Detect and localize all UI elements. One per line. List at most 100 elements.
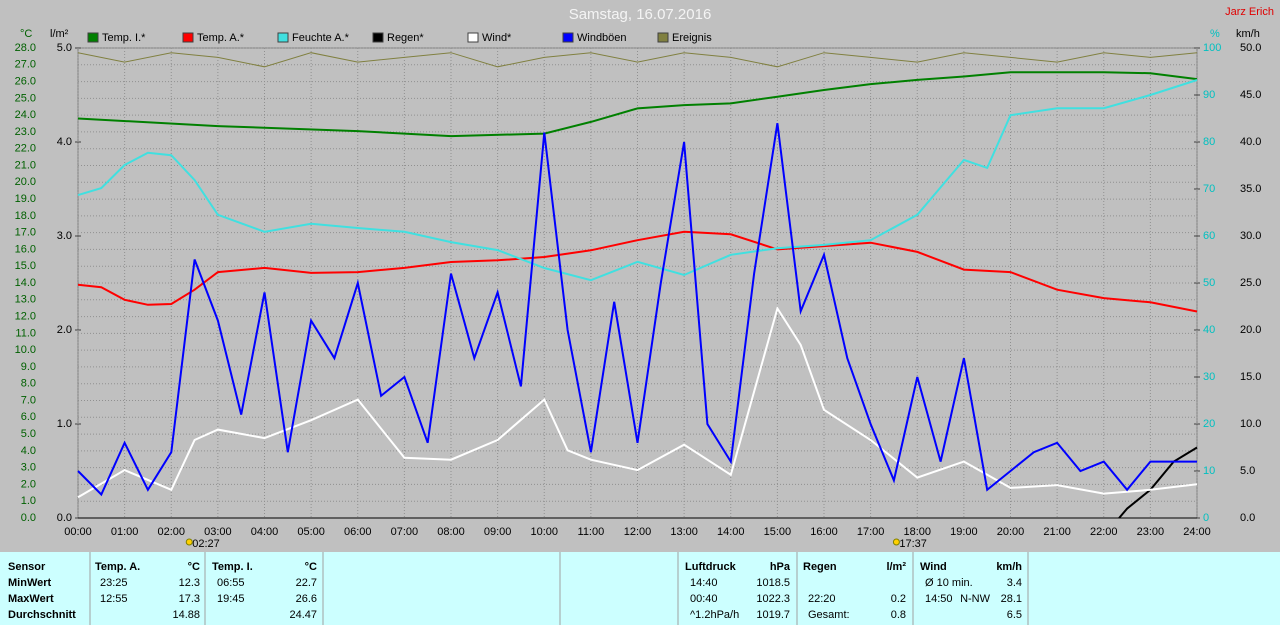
table-row-label: MinWert <box>8 577 52 589</box>
x-tick-label: 22:00 <box>1090 526 1118 538</box>
x-tick-label: 20:00 <box>997 526 1025 538</box>
y4-tick-label: 35.0 <box>1240 183 1261 195</box>
table-unit: km/h <box>996 561 1022 573</box>
y-tick-label: 24.0 <box>15 109 36 121</box>
series-line <box>77 305 1198 499</box>
table-value: 1018.5 <box>756 577 790 589</box>
y3-tick-label: 20 <box>1203 418 1215 430</box>
x-tick-label: 14:00 <box>717 526 745 538</box>
table-unit: °C <box>305 561 317 573</box>
table-time: ^1.2hPa/h <box>690 609 739 621</box>
legend-swatch <box>182 32 194 43</box>
sun-marker-label: 17:37 <box>899 538 927 550</box>
y-tick-label: 13.0 <box>15 294 36 306</box>
legend-label: Temp. I.* <box>102 32 146 44</box>
y3-tick-label: 0 <box>1203 512 1209 524</box>
y2-axis-label: l/m² <box>50 28 69 40</box>
table-header: Temp. I. <box>212 561 253 573</box>
y3-axis-label: % <box>1210 28 1220 40</box>
y4-tick-label: 40.0 <box>1240 136 1261 148</box>
y-tick-label: 27.0 <box>15 59 36 71</box>
y3-tick-label: 40 <box>1203 324 1215 336</box>
y-tick-label: 16.0 <box>15 243 36 255</box>
sun-marker <box>892 538 900 546</box>
y3-tick-label: 90 <box>1203 89 1215 101</box>
y-tick-label: 28.0 <box>15 42 36 54</box>
summary-table <box>0 552 1280 625</box>
table-value: 3.4 <box>1007 577 1022 589</box>
legend-swatch <box>467 32 479 43</box>
x-tick-label: 06:00 <box>344 526 372 538</box>
table-header: Luftdruck <box>685 561 737 573</box>
y-tick-label: 10.0 <box>15 344 36 356</box>
y4-tick-label: 10.0 <box>1240 418 1261 430</box>
y-tick-label: 18.0 <box>15 210 36 222</box>
series-line <box>77 79 1198 282</box>
y3-tick-label: 10 <box>1203 465 1215 477</box>
y-tick-label: 22.0 <box>15 143 36 155</box>
table-time: 06:55 <box>217 577 245 589</box>
y2-tick-label: 2.0 <box>57 324 72 336</box>
y-tick-label: 1.0 <box>21 495 36 507</box>
x-tick-label: 18:00 <box>903 526 931 538</box>
x-tick-label: 10:00 <box>530 526 558 538</box>
x-tick-label: 11:00 <box>578 526 605 538</box>
table-time: 23:25 <box>100 577 128 589</box>
table-header: Wind <box>920 561 947 573</box>
x-tick-label: 24:00 <box>1183 526 1211 538</box>
legend-swatch <box>372 32 384 43</box>
x-tick-label: 21:00 <box>1043 526 1071 538</box>
x-tick-label: 15:00 <box>764 526 792 538</box>
y-tick-label: 7.0 <box>21 394 36 406</box>
legend-label: Temp. A.* <box>197 32 245 44</box>
y4-tick-label: 25.0 <box>1240 277 1261 289</box>
table-value: 17.3 <box>179 593 200 605</box>
y-tick-label: 25.0 <box>15 92 36 104</box>
y-tick-label: 3.0 <box>21 462 36 474</box>
table-time: Gesamt: <box>808 609 850 621</box>
y3-tick-label: 50 <box>1203 277 1215 289</box>
y3-tick-label: 30 <box>1203 371 1215 383</box>
series-line <box>77 52 1198 68</box>
x-tick-label: 09:00 <box>484 526 512 538</box>
table-value: 0.8 <box>891 609 906 621</box>
y2-tick-label: 1.0 <box>57 418 72 430</box>
y4-tick-label: 45.0 <box>1240 89 1261 101</box>
y4-tick-label: 15.0 <box>1240 371 1261 383</box>
table-value: 26.6 <box>296 593 317 605</box>
table-time: 12:55 <box>100 593 128 605</box>
legend-swatch <box>87 32 99 43</box>
legend-label: Regen* <box>387 32 424 44</box>
y4-axis-label: km/h <box>1236 28 1260 40</box>
table-unit: l/m² <box>886 561 906 573</box>
y-tick-label: 2.0 <box>21 478 36 490</box>
table-value: 28.1 <box>1001 593 1022 605</box>
x-tick-label: 19:00 <box>950 526 978 538</box>
y4-tick-label: 20.0 <box>1240 324 1261 336</box>
x-tick-label: 03:00 <box>204 526 232 538</box>
y-tick-label: 21.0 <box>15 159 36 171</box>
y-tick-label: 0.0 <box>21 512 36 524</box>
y3-tick-label: 100 <box>1203 42 1221 54</box>
table-value: 14.88 <box>172 609 200 621</box>
y-axis-label: °C <box>20 28 32 40</box>
x-tick-label: 05:00 <box>297 526 325 538</box>
y-tick-label: 11.0 <box>15 327 36 339</box>
x-tick-label: 16:00 <box>810 526 838 538</box>
sun-marker <box>185 538 193 546</box>
y2-tick-label: 3.0 <box>57 230 72 242</box>
y-tick-label: 26.0 <box>15 75 36 87</box>
x-tick-label: 01:00 <box>111 526 139 538</box>
table-time: 19:45 <box>217 593 245 605</box>
table-time: 22:20 <box>808 593 836 605</box>
legend-label: Ereignis <box>672 32 712 44</box>
x-tick-label: 12:00 <box>624 526 652 538</box>
y2-tick-label: 5.0 <box>57 42 72 54</box>
legend-label: Windböen <box>577 32 627 44</box>
table-row-label: Durchschnitt <box>8 609 76 621</box>
table-unit: hPa <box>770 561 791 573</box>
table-value: 0.2 <box>891 593 906 605</box>
y-tick-label: 8.0 <box>21 378 36 390</box>
table-value: 24.47 <box>289 609 317 621</box>
